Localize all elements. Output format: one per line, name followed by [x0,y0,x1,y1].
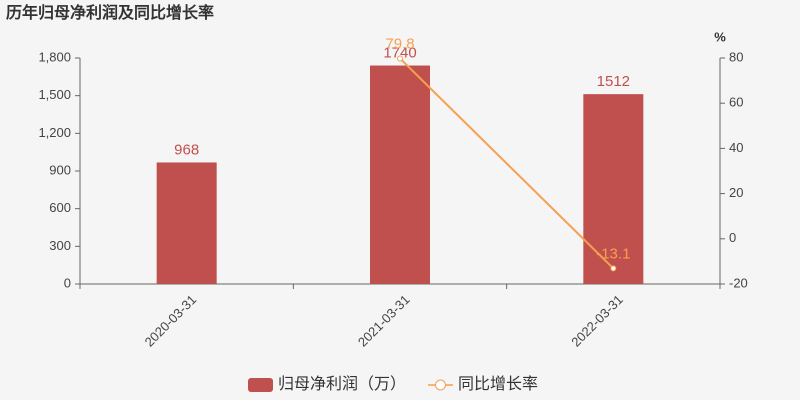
bar-value-label: 1740 [383,45,416,62]
y2-tick-label: -20 [729,275,748,290]
y-tick-label: 1,500 [38,87,71,102]
bar-value-label: 1512 [597,73,630,90]
bar [156,162,217,284]
line [399,57,615,270]
y2-tick-label: 40 [729,140,743,155]
y2-tick-label: 80 [729,49,743,64]
bar [370,65,430,285]
line-point [397,55,403,62]
y2-tick-label: 20 [729,185,743,200]
legend-swatch-point [435,379,447,391]
y-tick-label: 1,200 [38,125,71,140]
y2-tick-label: 60 [729,95,743,110]
y-tick-label: 1,800 [38,49,71,64]
chart-title: 历年归母净利润及同比增长率 [6,3,214,22]
bar [583,94,644,284]
legend-swatch [248,378,273,392]
y-tick-label: 0 [64,275,71,290]
bar-value-label: 968 [174,141,199,158]
legend-label: 同比增长率 [458,375,538,393]
y2-tick-label: 0 [729,230,736,245]
legend-label: 归母净利润（万） [278,375,406,393]
line-value-label: -13.1 [596,245,630,262]
y2-axis-label: % [714,29,726,44]
line-point [610,265,617,272]
y-tick-label: 600 [49,200,71,215]
y-tick-label: 900 [49,162,71,177]
line-value-label: 79.8 [385,35,414,52]
y-tick-label: 300 [49,238,71,253]
